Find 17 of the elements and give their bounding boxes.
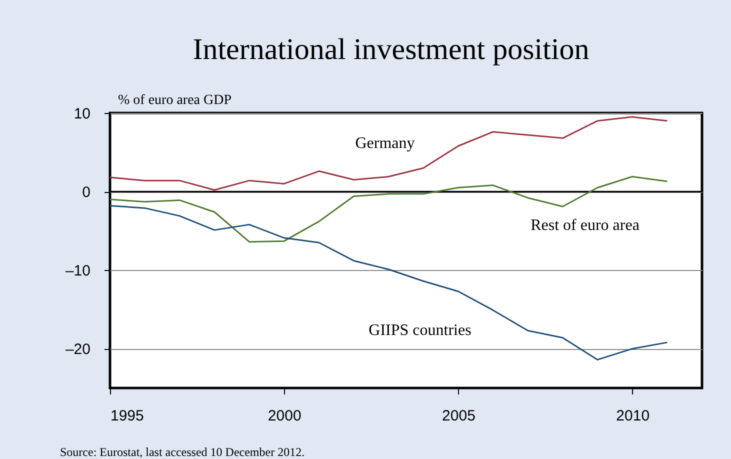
line-series (109, 204, 668, 360)
x-tick-label: 2005 (442, 408, 476, 424)
x-tick-label: 1995 (110, 408, 144, 424)
y-tick-label: 0 (82, 184, 90, 202)
chart-title: International investment position (192, 33, 590, 66)
series-label: GIIPS countries (368, 322, 472, 339)
line-series (109, 176, 668, 243)
y-axis-title: % of euro area GDP (118, 93, 232, 108)
x-tick-label: 2000 (268, 408, 302, 424)
x-tick-label: 2010 (616, 408, 650, 424)
line-series (109, 116, 668, 191)
y-tick-label: 10 (74, 106, 90, 122)
y-tick-label: –10 (65, 262, 90, 280)
series-label: Rest of euro area (530, 217, 640, 234)
y-tick-label: –20 (65, 341, 90, 358)
series-label: Germany (355, 135, 415, 152)
source-note: Source: Eurostat, last accessed 10 December 2012. (60, 445, 305, 459)
